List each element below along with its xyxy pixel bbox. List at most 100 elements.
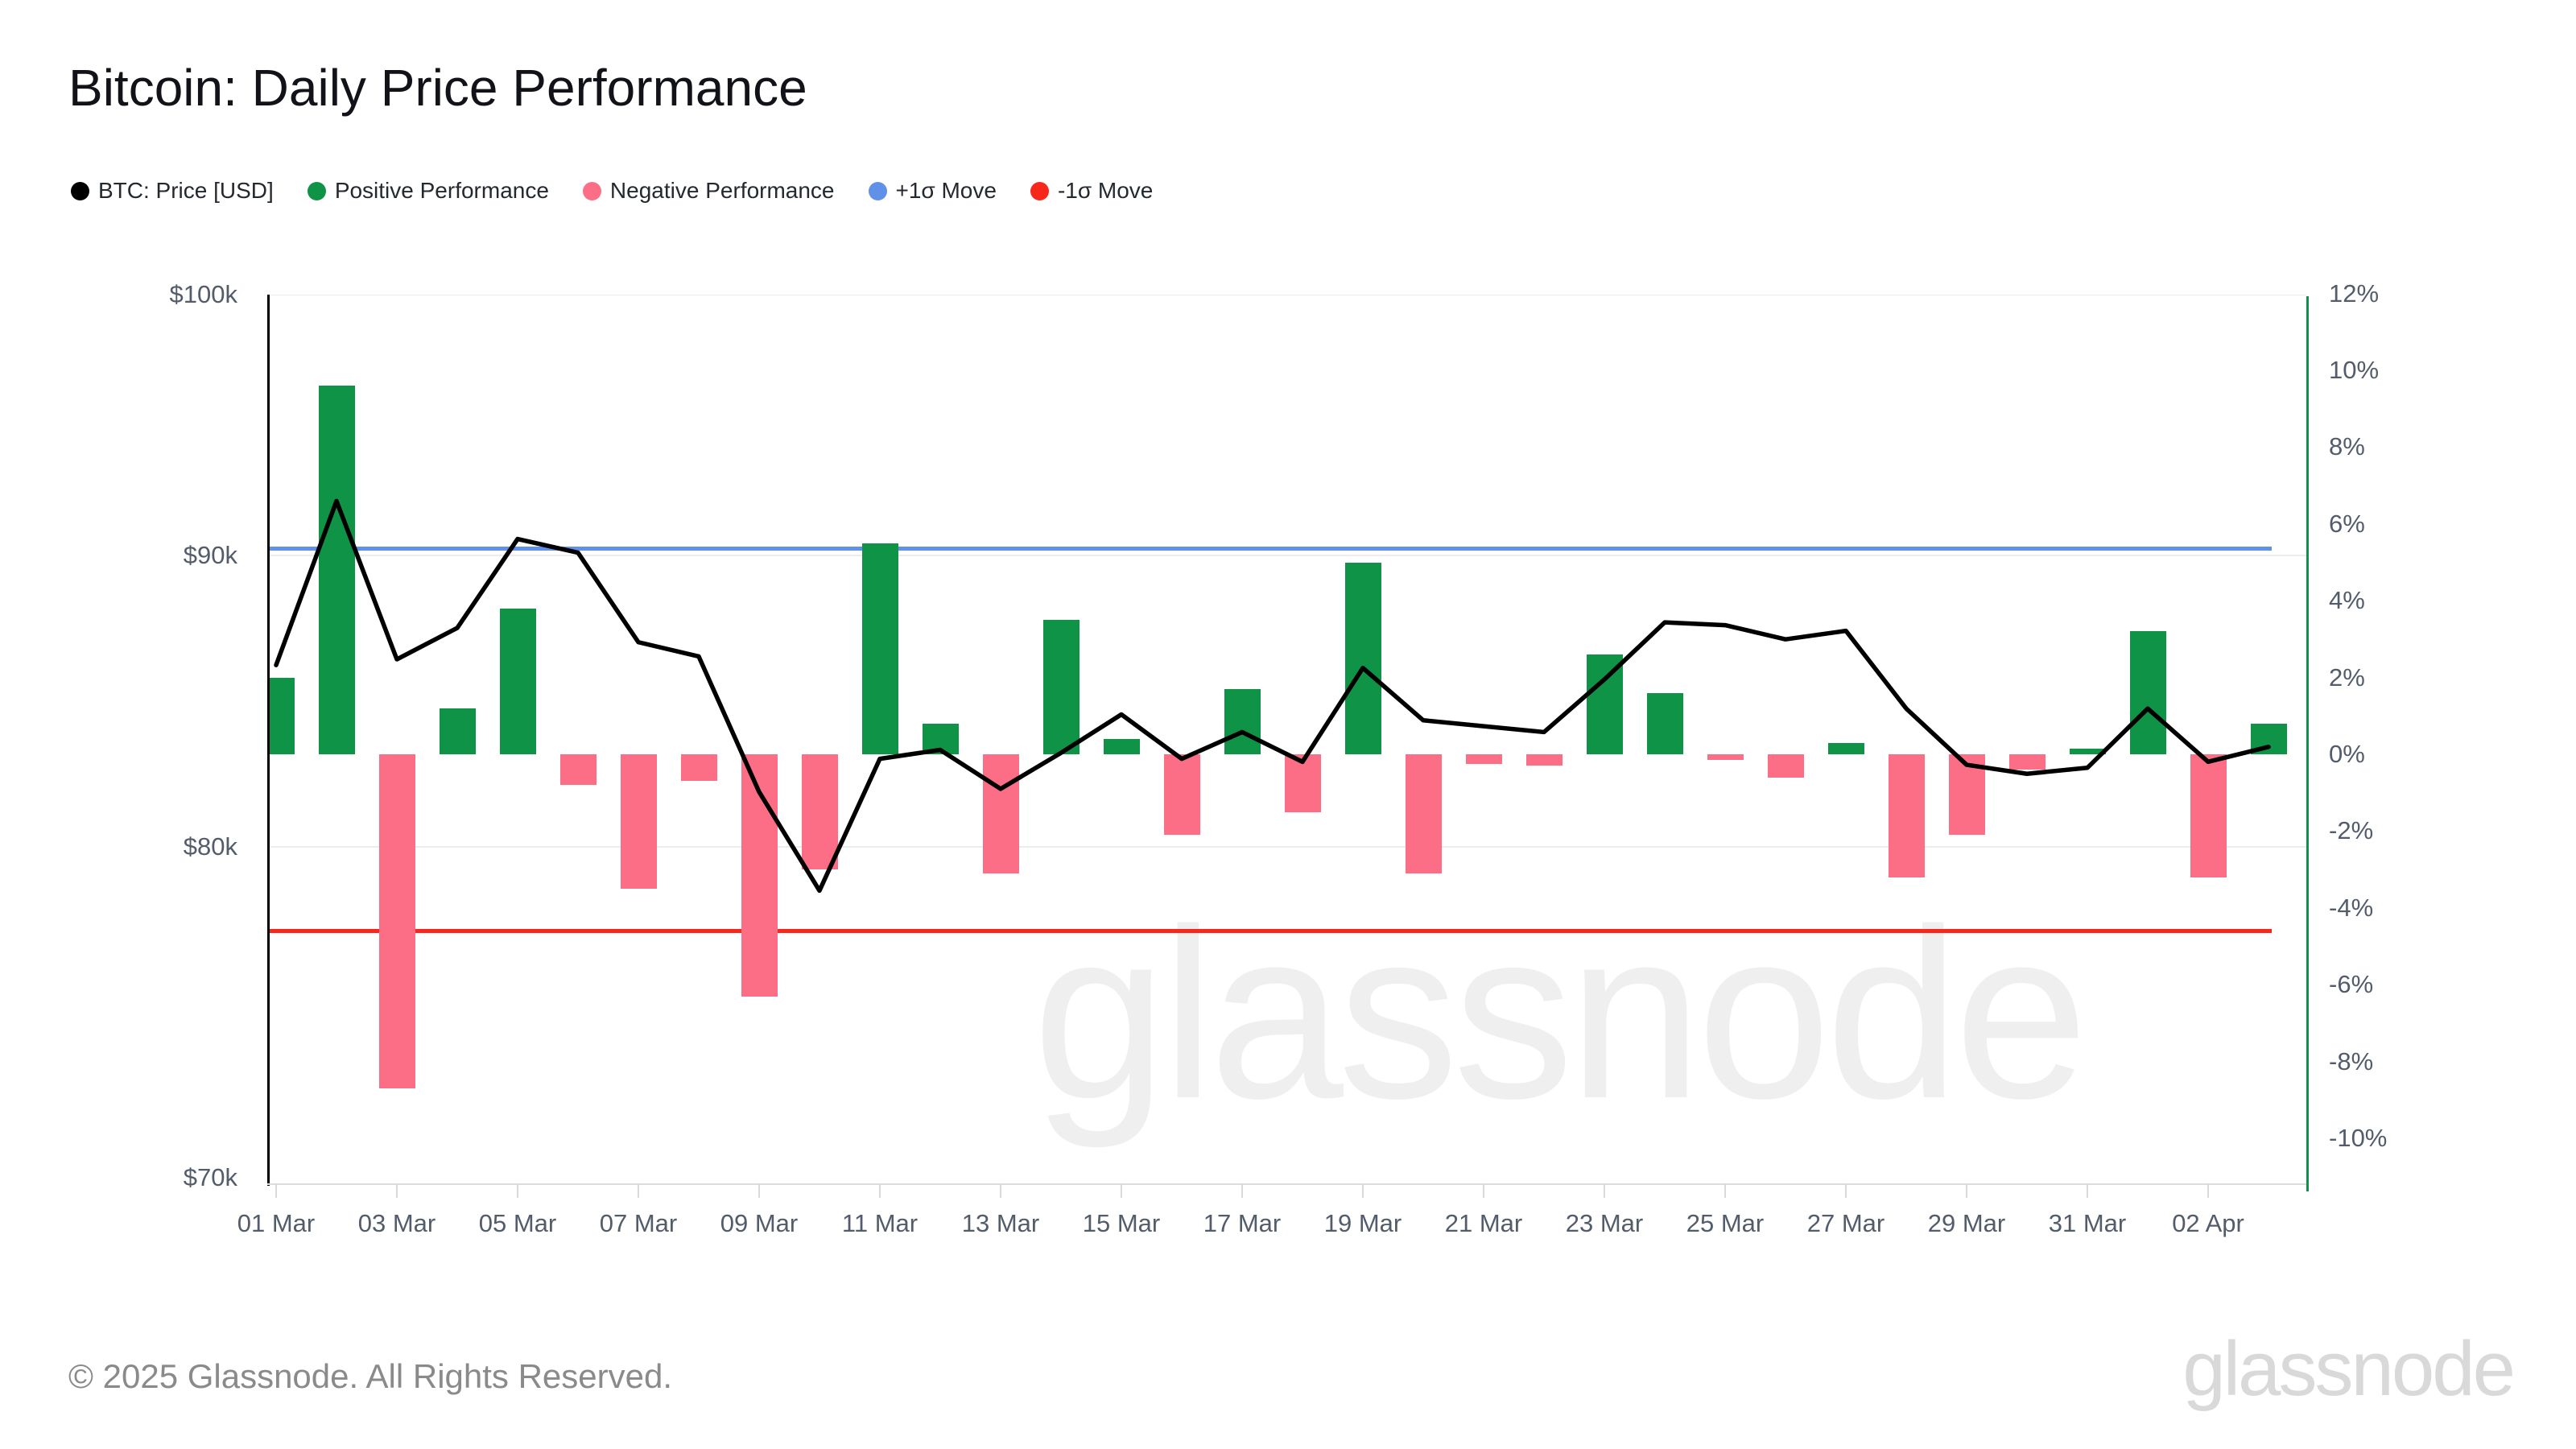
x-axis-tick-13-mar: 13 Mar <box>961 1209 1040 1237</box>
negative-bar-28-mar <box>1888 754 1925 877</box>
x-axis-tickmark-05-mar <box>517 1183 518 1198</box>
positive-bar-17-mar <box>1224 688 1261 754</box>
x-axis-tickmark-29-mar <box>1966 1183 1967 1198</box>
-1-move-line <box>270 928 2272 933</box>
x-axis-tickmark-15-mar <box>1121 1183 1122 1198</box>
legend-item--1-move[interactable]: -1σ Move <box>1030 178 1153 204</box>
x-axis-tick-15-mar: 15 Mar <box>1082 1209 1161 1237</box>
positive-bar-24-mar <box>1646 692 1683 754</box>
copyright-text: © 2025 Glassnode. All Rights Reserved. <box>68 1357 673 1395</box>
x-axis-tick-31-mar: 31 Mar <box>2048 1209 2127 1237</box>
legend-label: Positive Performance <box>334 178 549 203</box>
negative-bar-16-mar <box>1163 754 1200 836</box>
legend-label: -1σ Move <box>1057 178 1154 203</box>
positive-bar-19-mar <box>1344 562 1381 754</box>
x-axis-tickmark-03-mar <box>396 1183 398 1198</box>
legend-label: Negative Performance <box>609 178 835 203</box>
right-axis-tick-8-: 8% <box>2329 432 2365 461</box>
x-axis-tickmark-09-mar <box>758 1183 760 1198</box>
negative-bar-03-mar <box>378 754 415 1088</box>
-1-move-dot-icon <box>868 181 887 200</box>
right-axis-tick--10-: -10% <box>2329 1124 2388 1152</box>
-1-move-line <box>270 547 2272 551</box>
btc-price-line <box>274 498 2271 894</box>
negative-bar-25-mar <box>1707 754 1744 761</box>
x-axis-tickmark-31-mar <box>2087 1183 2088 1198</box>
x-axis-tickmark-25-mar <box>1724 1183 1726 1198</box>
left-axis-tick--70k: $70k <box>183 1162 237 1191</box>
legend-item-positive-performance[interactable]: Positive Performance <box>307 178 549 204</box>
x-axis-tick-29-mar: 29 Mar <box>1927 1209 2006 1237</box>
x-axis-tick-23-mar: 23 Mar <box>1565 1209 1644 1237</box>
x-axis-tick-11-mar: 11 Mar <box>841 1209 919 1237</box>
x-axis-tick-27-mar: 27 Mar <box>1806 1209 1885 1237</box>
x-axis-tickmark-27-mar <box>1845 1183 1847 1198</box>
x-axis-tickmark-19-mar <box>1362 1183 1364 1198</box>
legend-item-negative-performance[interactable]: Negative Performance <box>582 178 835 204</box>
right-axis-tick--2-: -2% <box>2329 816 2374 845</box>
legend-item--1-move[interactable]: +1σ Move <box>868 178 997 204</box>
glassnode-watermark: glassnode <box>1032 878 2089 1149</box>
positive-bar-01-mar <box>270 677 295 754</box>
x-axis-tickmark-23-mar <box>1604 1183 1605 1198</box>
legend-label: +1σ Move <box>895 178 997 203</box>
negative-bar-20-mar <box>1405 754 1442 873</box>
gridline-90k <box>270 554 2306 556</box>
x-axis-tickmark-01-mar <box>275 1183 277 1198</box>
x-axis-tickmark-17-mar <box>1241 1183 1243 1198</box>
positive-bar-27-mar <box>1827 742 1864 754</box>
negative-performance-dot-icon <box>582 181 601 200</box>
x-axis-tick-19-mar: 19 Mar <box>1323 1209 1402 1237</box>
legend-label: BTC: Price [USD] <box>98 178 274 203</box>
right-axis-tick--4-: -4% <box>2329 893 2374 922</box>
positive-bar-14-mar <box>1042 620 1080 754</box>
gridline-80k <box>270 846 2306 848</box>
right-axis-tick-10-: 10% <box>2329 356 2380 384</box>
negative-bar-06-mar <box>559 754 597 786</box>
x-axis-tick-01-mar: 01 Mar <box>237 1209 316 1237</box>
negative-bar-07-mar <box>620 754 657 889</box>
left-axis-tick--80k: $80k <box>183 832 237 861</box>
glassnode-logo: glassnode <box>2182 1326 2516 1412</box>
x-axis-tickmark-11-mar <box>879 1183 881 1198</box>
negative-bar-22-mar <box>1525 754 1563 766</box>
left-axis-spine <box>267 295 270 1186</box>
x-axis-tickmark-02-apr <box>2207 1183 2209 1198</box>
x-axis-tick-03-mar: 03 Mar <box>357 1209 436 1237</box>
x-axis-tickmark-07-mar <box>638 1183 639 1198</box>
x-axis-tick-02-apr: 02 Apr <box>2172 1209 2244 1237</box>
positive-bar-02-mar <box>318 386 355 754</box>
x-axis-tick-17-mar: 17 Mar <box>1203 1209 1282 1237</box>
positive-performance-dot-icon <box>307 181 326 200</box>
right-axis-tick-4-: 4% <box>2329 586 2365 615</box>
positive-bar-04-mar <box>439 708 476 754</box>
plot-area: glassnode <box>267 295 2309 1191</box>
chart-legend: BTC: Price [USD] Positive Performance Nega… <box>71 178 1153 204</box>
bottom-axis-spine <box>267 1183 2309 1185</box>
x-axis-tick-09-mar: 09 Mar <box>720 1209 799 1237</box>
positive-bar-11-mar <box>861 543 898 754</box>
legend-item-btc-price-usd-[interactable]: BTC: Price [USD] <box>71 178 274 204</box>
right-axis-tick-6-: 6% <box>2329 509 2365 538</box>
x-axis-tickmark-21-mar <box>1483 1183 1484 1198</box>
right-axis-tick--6-: -6% <box>2329 970 2374 999</box>
x-axis-tick-07-mar: 07 Mar <box>599 1209 678 1237</box>
positive-bar-05-mar <box>499 608 536 754</box>
right-axis-tick-0-: 0% <box>2329 740 2365 768</box>
x-axis-tick-25-mar: 25 Mar <box>1686 1209 1765 1237</box>
right-axis-spine <box>2306 296 2309 1191</box>
positive-bar-15-mar <box>1103 738 1140 754</box>
page-title: Bitcoin: Daily Price Performance <box>68 59 807 117</box>
negative-bar-08-mar <box>680 754 717 782</box>
right-axis-tick-12-: 12% <box>2329 279 2380 308</box>
negative-bar-26-mar <box>1767 754 1804 778</box>
right-axis-tick--8-: -8% <box>2329 1046 2374 1075</box>
negative-bar-13-mar <box>982 754 1019 873</box>
left-axis-tick--100k: $100k <box>169 280 237 308</box>
right-axis-tick-2-: 2% <box>2329 663 2365 691</box>
x-axis-tick-05-mar: 05 Mar <box>478 1209 557 1237</box>
btc-price-usd--dot-icon <box>71 181 89 200</box>
x-axis-tick-21-mar: 21 Mar <box>1444 1209 1523 1237</box>
negative-bar-02-apr <box>2190 754 2227 877</box>
